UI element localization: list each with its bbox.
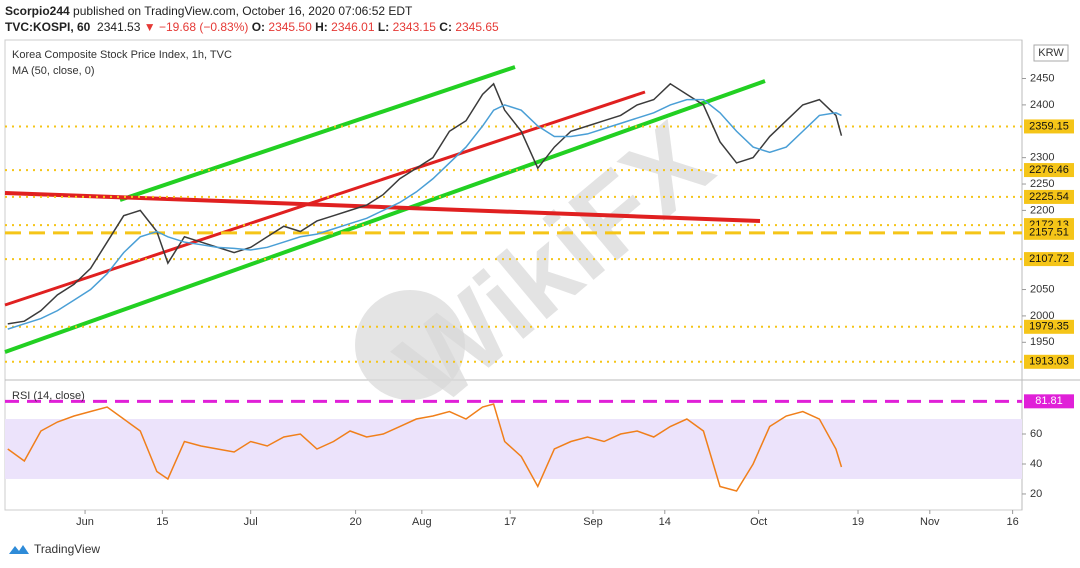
y-tick-label: 2200: [1030, 204, 1054, 216]
x-tick-label: Nov: [920, 516, 940, 528]
x-tick-label: Aug: [412, 516, 432, 528]
footer: TradingView: [8, 542, 100, 556]
x-tick-label: Jul: [244, 516, 258, 528]
y-tick-label: 20: [1030, 488, 1042, 500]
o-label: O:: [251, 20, 266, 34]
l-value: 2343.15: [392, 20, 436, 34]
c-value: 2345.65: [455, 20, 499, 34]
o-value: 2345.50: [268, 20, 312, 34]
level-label: 2276.46: [1029, 164, 1069, 176]
author: Scorpio244: [5, 4, 70, 18]
trendline-red: [4, 90, 646, 307]
trendline-green: [119, 65, 516, 202]
level-label: 81.81: [1035, 395, 1063, 407]
currency-box: [1033, 44, 1069, 62]
watermark-logo: [355, 290, 465, 400]
x-tick-label: 14: [659, 516, 671, 528]
watermark: WikiFX: [375, 99, 734, 428]
y-tick-label: 60: [1030, 428, 1042, 440]
last: 2341.53: [97, 20, 141, 34]
x-tick-label: 17: [504, 516, 516, 528]
publish-line: Scorpio244 published on TradingView.com,…: [5, 4, 412, 18]
y-tick-label: 2250: [1030, 178, 1054, 190]
series-line: [7, 82, 843, 325]
x-tick-label: Jun: [76, 516, 94, 528]
currency: KRW: [1038, 47, 1064, 59]
level-label: 2225.54: [1029, 191, 1069, 203]
level-tag: [1024, 189, 1074, 204]
h-label: H:: [315, 20, 328, 34]
change: ▼ −19.68 (−0.83%): [143, 20, 249, 34]
indicator-label: MA (50, close, 0): [12, 65, 95, 77]
y-tick-label: 2050: [1030, 283, 1054, 295]
series-line: [7, 98, 842, 330]
h-value: 2346.01: [331, 20, 375, 34]
y-tick-label: 2450: [1030, 72, 1054, 84]
level-tag: [1024, 163, 1074, 178]
symbol: TVC:KOSPI, 60: [5, 20, 91, 34]
x-tick-label: 15: [156, 516, 168, 528]
x-tick-label: 19: [852, 516, 864, 528]
level-label: 2157.51: [1029, 227, 1069, 239]
watermark-group: WikiFX: [355, 99, 734, 428]
panel-title: Korea Composite Stock Price Index, 1h, T…: [12, 49, 232, 61]
quote-line: TVC:KOSPI, 60 2341.53 ▼ −19.68 (−0.83%) …: [5, 20, 499, 34]
series-line: [7, 403, 843, 492]
panel-title: RSI (14, close): [12, 390, 85, 402]
level-tag: [1024, 354, 1074, 369]
y-tick-label: 2000: [1030, 310, 1054, 322]
level-label: 2107.72: [1029, 253, 1069, 265]
y-tick-label: 1950: [1030, 336, 1054, 348]
footer-text: TradingView: [34, 542, 101, 556]
published: published on TradingView.com, October 16…: [73, 4, 413, 18]
y-tick-label: 2300: [1030, 152, 1054, 164]
logo: [9, 545, 29, 554]
level-tag: [1024, 252, 1074, 267]
l-label: L:: [377, 20, 390, 34]
x-tick-label: Sep: [583, 516, 603, 528]
level-tag: [1024, 119, 1074, 134]
level-label: 2359.15: [1029, 120, 1069, 132]
trendline-green: [4, 79, 766, 354]
y-tick-label: 2400: [1030, 99, 1054, 111]
level-tag: [1024, 394, 1074, 409]
x-tick-label: Oct: [750, 516, 767, 528]
level-tag: [1024, 225, 1074, 240]
x-tick-label: 20: [349, 516, 361, 528]
level-tag: [1024, 319, 1074, 334]
x-tick-label: 16: [1006, 516, 1018, 528]
level-label: 1913.03: [1029, 356, 1069, 368]
trendline-red: [4, 191, 761, 223]
c-label: C:: [439, 20, 452, 34]
level-label: 1979.35: [1029, 321, 1069, 333]
y-tick-label: 40: [1030, 458, 1042, 470]
